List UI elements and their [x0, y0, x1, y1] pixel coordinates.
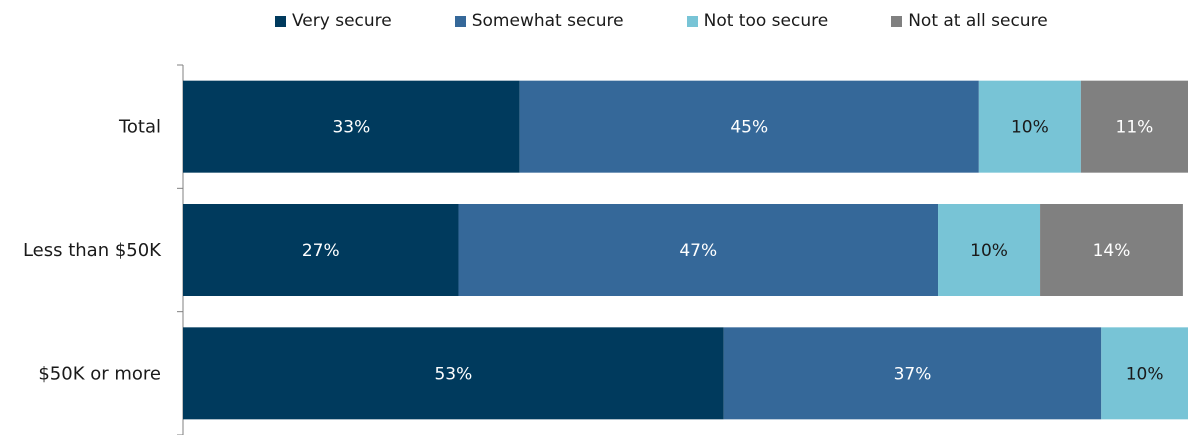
legend-label: Not at all secure [908, 11, 1048, 31]
bar-segment [519, 80, 979, 173]
data-label: 45% [730, 118, 768, 138]
legend-item-not-at-all-secure: Not at all secure [891, 11, 1048, 31]
bar-segment [723, 327, 1102, 420]
bar-segment [458, 204, 939, 296]
bar-segment [1040, 204, 1183, 296]
legend-swatch [891, 15, 903, 27]
legend-label: Not too secure [703, 11, 829, 31]
bar-segment [183, 204, 459, 296]
data-label: 10% [1126, 364, 1164, 384]
legend-label: Somewhat secure [471, 11, 624, 31]
category-label: Total [118, 117, 161, 138]
legend-item-not-too-secure: Not too secure [686, 11, 829, 31]
legend-label: Very secure [292, 11, 392, 31]
data-label: 11% [1116, 118, 1154, 138]
legend-item-very-secure: Very secure [275, 11, 392, 31]
bar-segment [1080, 80, 1188, 173]
data-label: 33% [332, 118, 370, 138]
bar-segment [183, 327, 724, 420]
data-label: 47% [679, 241, 717, 261]
data-label: 27% [302, 241, 340, 261]
category-label: $50K or more [38, 363, 161, 384]
bar-segment [938, 204, 1041, 296]
legend-item-somewhat-secure: Somewhat secure [454, 11, 624, 31]
data-label: 37% [894, 364, 932, 384]
data-label: 10% [1011, 118, 1049, 138]
legend-swatch [275, 15, 286, 27]
legend-swatch [454, 15, 466, 27]
chart-legend: Very secure Somewhat secure Not too secu… [275, 11, 1048, 31]
data-label: 53% [434, 364, 472, 384]
category-label: Less than $50K [23, 240, 162, 261]
legend-swatch [686, 15, 698, 27]
bar-segment [978, 80, 1081, 173]
data-label: 10% [970, 241, 1008, 261]
bar-segment [1101, 327, 1188, 420]
bar-segment [183, 80, 520, 173]
data-label: 14% [1093, 241, 1131, 261]
